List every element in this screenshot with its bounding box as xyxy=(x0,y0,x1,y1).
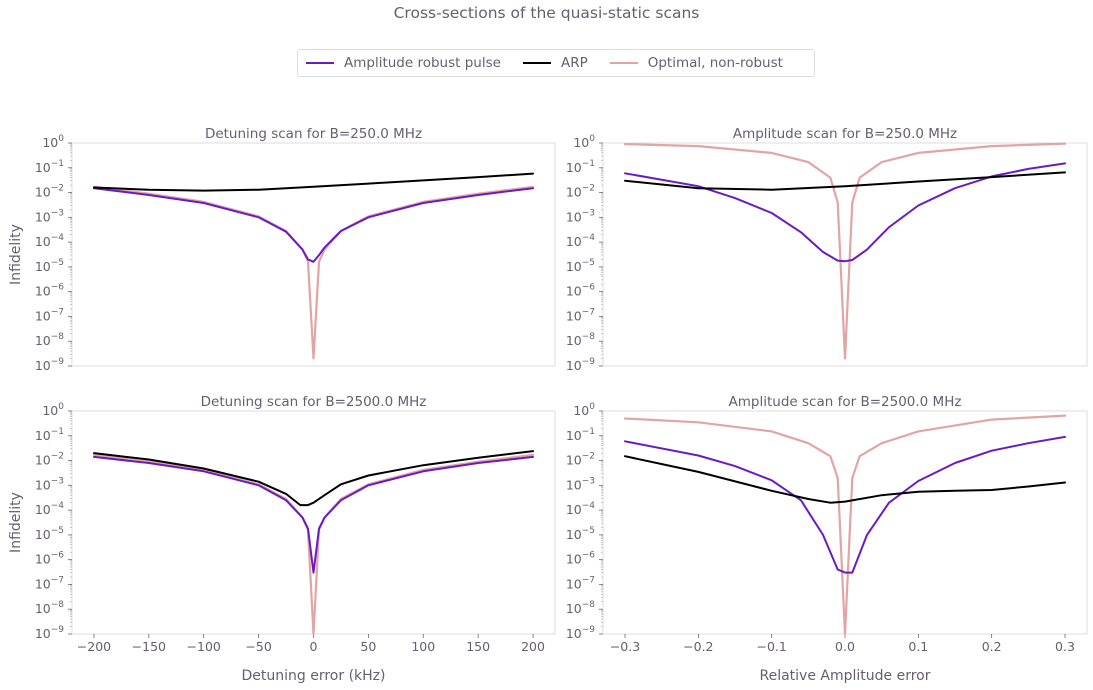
series-line-optimal-non-robust xyxy=(623,414,1067,636)
legend: Amplitude robust pulse ARP Optimal, non-… xyxy=(297,49,815,77)
x-tick-label: −100 xyxy=(187,639,221,654)
x-tick-label: −0.3 xyxy=(610,639,640,654)
x-tick-label: 50 xyxy=(360,639,376,654)
y-tick-label: 10−8 xyxy=(35,332,64,348)
y-tick-label: 10−7 xyxy=(566,575,595,591)
series-line-amplitude-robust-pulse xyxy=(624,162,1066,263)
y-tick-label: 10−6 xyxy=(566,551,595,567)
legend-item-amplitude-robust: Amplitude robust pulse xyxy=(306,55,501,71)
y-tick-label: 10−2 xyxy=(35,452,64,468)
series-line-arp xyxy=(624,171,1066,191)
y-tick-label: 10−4 xyxy=(35,233,64,249)
x-tick-label: −50 xyxy=(245,639,271,654)
y-tick-label: 10−5 xyxy=(35,258,64,274)
x-tick-label: 0.0 xyxy=(835,639,855,654)
axes-title: Detuning scan for B=2500.0 MHz xyxy=(201,394,427,410)
legend-swatch xyxy=(306,62,334,64)
series-line-optimal-non-robust xyxy=(92,453,535,636)
y-tick-label: 100 xyxy=(573,134,595,150)
x-tick-label: −0.1 xyxy=(756,639,786,654)
y-tick-label: 100 xyxy=(42,402,64,418)
y-tick-label: 10−5 xyxy=(566,258,595,274)
y-tick-label: 10−1 xyxy=(35,159,64,175)
x-tick-label: −150 xyxy=(132,639,166,654)
axes-title: Amplitude scan for B=250.0 MHz xyxy=(733,126,957,142)
x-tick-label: 0 xyxy=(310,639,318,654)
y-tick-label: 10−8 xyxy=(566,332,595,348)
axes-title: Detuning scan for B=250.0 MHz xyxy=(205,126,422,142)
series-line-amplitude-robust-pulse xyxy=(93,455,534,574)
y-tick-label: 10−6 xyxy=(35,283,64,299)
axes-frame xyxy=(602,142,1088,367)
x-tick-label: 0.2 xyxy=(982,639,1002,654)
legend-label: Optimal, non-robust xyxy=(647,55,783,71)
y-tick-label: 10−7 xyxy=(566,307,595,323)
legend-item-arp: ARP xyxy=(522,55,588,71)
series-line-optimal-non-robust xyxy=(92,185,535,360)
y-tick-label: 10−9 xyxy=(35,357,64,373)
y-axis-label: Infidelity xyxy=(8,492,24,553)
y-tick-label: 10−6 xyxy=(566,283,595,299)
y-tick-label: 10−8 xyxy=(35,600,64,616)
figure-title: Cross-sections of the quasi-static scans xyxy=(393,4,700,22)
y-tick-label: 10−4 xyxy=(35,501,64,517)
y-tick-label: 10−4 xyxy=(566,233,595,249)
series-line-amplitude-robust-pulse xyxy=(624,435,1066,574)
y-tick-label: 10−2 xyxy=(566,452,595,468)
y-tick-label: 10−4 xyxy=(566,501,595,517)
y-tick-label: 10−5 xyxy=(566,526,595,542)
x-tick-label: −0.2 xyxy=(683,639,713,654)
y-tick-label: 10−8 xyxy=(566,600,595,616)
series-line-amplitude-robust-pulse xyxy=(93,187,534,263)
y-tick-label: 10−7 xyxy=(35,307,64,323)
series-line-arp xyxy=(93,172,534,192)
legend-item-optimal-non-robust: Optimal, non-robust xyxy=(609,55,783,71)
axes-frame xyxy=(602,410,1088,635)
y-tick-label: 10−5 xyxy=(35,526,64,542)
y-tick-label: 10−3 xyxy=(35,208,64,224)
axes-frame xyxy=(71,142,556,367)
y-tick-label: 10−3 xyxy=(566,208,595,224)
axes-title: Amplitude scan for B=2500.0 MHz xyxy=(729,394,962,410)
x-tick-label: 200 xyxy=(521,639,545,654)
y-tick-label: 10−2 xyxy=(566,184,595,200)
y-tick-label: 10−9 xyxy=(35,625,64,641)
x-axis-label: Detuning error (kHz) xyxy=(242,668,386,684)
y-tick-label: 100 xyxy=(573,402,595,418)
series-line-optimal-non-robust xyxy=(623,142,1067,360)
x-tick-label: 0.3 xyxy=(1055,639,1075,654)
axes-frame xyxy=(71,410,556,635)
y-tick-label: 10−9 xyxy=(566,357,595,373)
x-tick-label: 100 xyxy=(411,639,435,654)
y-tick-label: 10−2 xyxy=(35,184,64,200)
series-line-arp xyxy=(93,450,534,507)
x-tick-label: 0.1 xyxy=(908,639,928,654)
y-tick-label: 100 xyxy=(42,134,64,150)
legend-label: Amplitude robust pulse xyxy=(344,55,501,71)
y-tick-label: 10−9 xyxy=(566,625,595,641)
y-tick-label: 10−1 xyxy=(566,427,595,443)
x-axis-label: Relative Amplitude error xyxy=(760,668,931,684)
x-tick-label: −200 xyxy=(77,639,111,654)
y-tick-label: 10−3 xyxy=(566,476,595,492)
series-line-arp xyxy=(624,455,1066,504)
y-tick-label: 10−7 xyxy=(35,575,64,591)
legend-swatch xyxy=(522,62,551,64)
x-tick-label: 150 xyxy=(466,639,490,654)
legend-label: ARP xyxy=(560,55,588,71)
y-tick-label: 10−6 xyxy=(35,551,64,567)
y-axis-label: Infidelity xyxy=(8,224,24,285)
y-tick-label: 10−3 xyxy=(35,476,64,492)
legend-swatch xyxy=(609,62,638,64)
y-tick-label: 10−1 xyxy=(566,159,595,175)
y-tick-label: 10−1 xyxy=(35,427,64,443)
